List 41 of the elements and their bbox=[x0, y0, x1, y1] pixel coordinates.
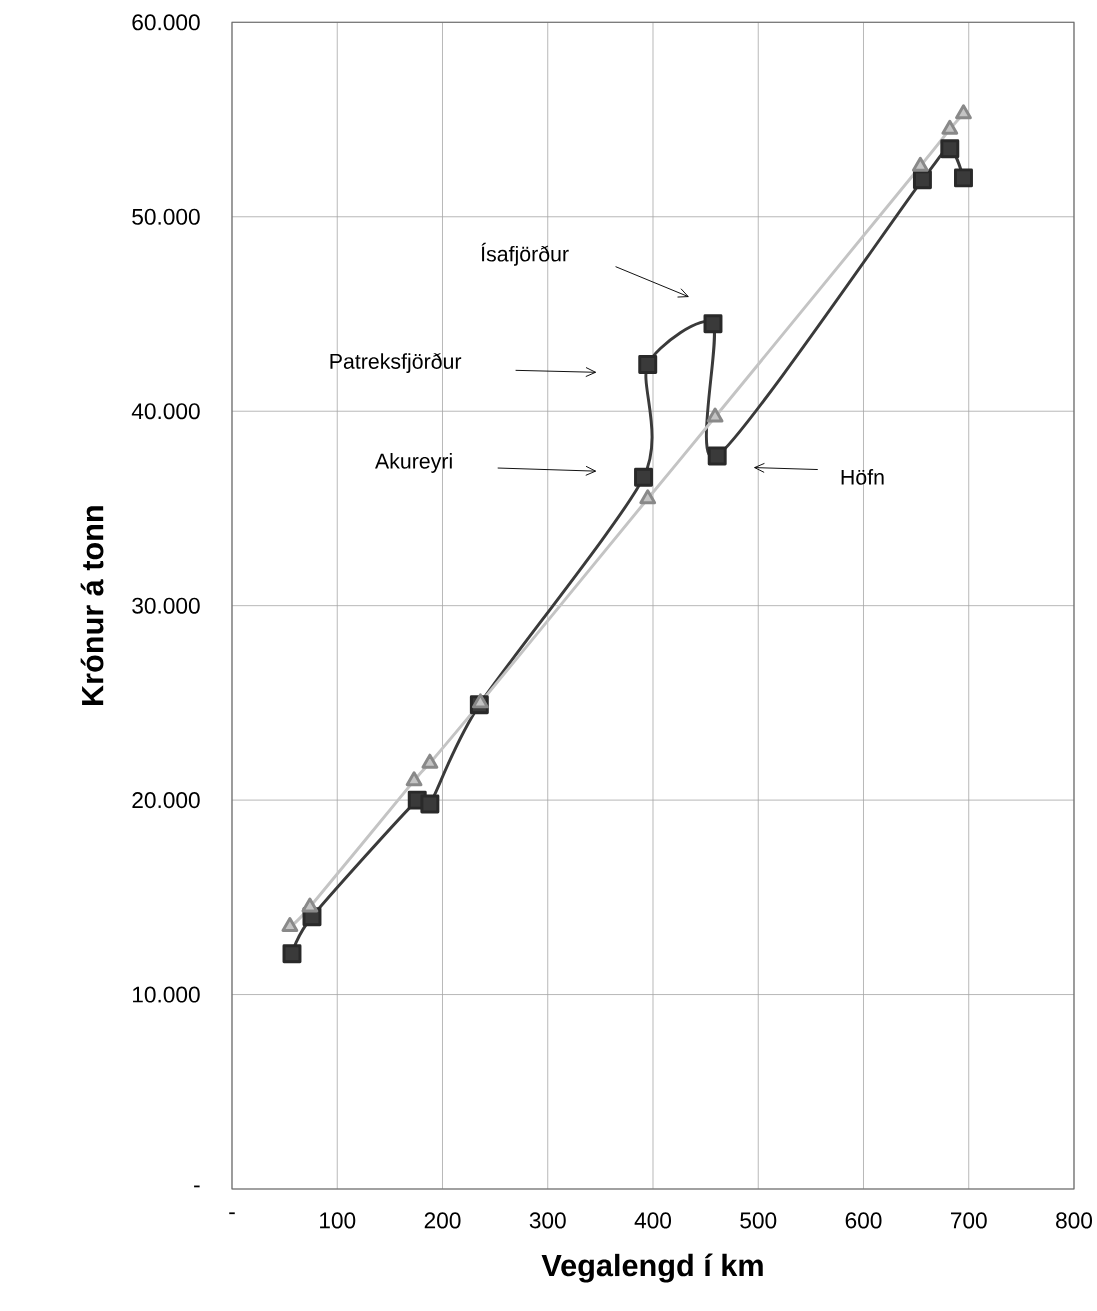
point bbox=[421, 753, 439, 769]
annotation: Akureyri bbox=[374, 453, 452, 473]
x-axis-title: Vegalengd í km bbox=[541, 1253, 763, 1283]
y-tick-label: - bbox=[193, 1185, 200, 1188]
point bbox=[471, 693, 489, 709]
point bbox=[639, 489, 656, 505]
point bbox=[301, 897, 319, 913]
x-tick-label: 700 bbox=[950, 1212, 987, 1229]
point bbox=[911, 156, 929, 172]
annotation: Ísafjörður bbox=[481, 242, 569, 266]
point bbox=[420, 794, 440, 814]
y-tick-label: 30.000 bbox=[131, 597, 200, 614]
x-tick-label: 800 bbox=[1055, 1212, 1092, 1229]
y-tick-label: 50.000 bbox=[132, 208, 200, 225]
x-tick-label: 300 bbox=[529, 1212, 566, 1229]
annotation: Patreksfjörður bbox=[330, 352, 462, 374]
x-tick-label: 500 bbox=[740, 1212, 777, 1229]
point bbox=[912, 170, 932, 190]
x-tick-label: 600 bbox=[845, 1212, 882, 1229]
point bbox=[706, 407, 724, 423]
x-tick-label: 400 bbox=[634, 1212, 671, 1229]
point bbox=[638, 355, 658, 375]
point bbox=[954, 104, 972, 120]
point bbox=[940, 139, 960, 159]
y-tick-label: 60.000 bbox=[132, 14, 200, 31]
x-tick-label: 200 bbox=[424, 1212, 461, 1229]
point bbox=[282, 944, 302, 964]
point bbox=[707, 446, 727, 466]
point bbox=[281, 917, 299, 932]
y-axis-title: Krónur á tonn bbox=[80, 506, 104, 705]
x-tick-label: 100 bbox=[319, 1212, 356, 1229]
point bbox=[941, 119, 959, 135]
x-tick-label: - bbox=[229, 1212, 235, 1215]
y-tick-label: 20.000 bbox=[132, 792, 200, 809]
y-tick-label: 40.000 bbox=[131, 403, 200, 420]
y-tick-label: 10.000 bbox=[132, 986, 200, 1003]
point bbox=[405, 771, 423, 787]
point bbox=[633, 467, 653, 487]
annotation: Höfn bbox=[841, 469, 884, 485]
point bbox=[953, 168, 973, 188]
point bbox=[703, 314, 723, 334]
